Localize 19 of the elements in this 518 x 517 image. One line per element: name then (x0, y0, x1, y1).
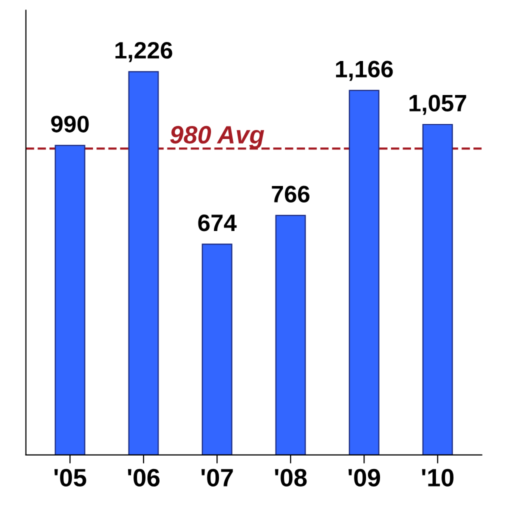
ref-line-label: 980 Avg (170, 126, 264, 149)
data-label: 1,166 (336, 60, 393, 81)
bar (202, 244, 232, 455)
bar (422, 124, 453, 455)
bar (275, 214, 306, 455)
x-tick-label: '06 (128, 468, 160, 487)
bar (128, 71, 159, 455)
bar (54, 144, 86, 455)
x-tick-label: '05 (54, 468, 86, 487)
x-tick-label: '10 (422, 468, 454, 487)
x-tick-label: '09 (348, 468, 380, 487)
data-label: 990 (51, 116, 89, 132)
data-label: 1,057 (410, 94, 466, 115)
data-label: 766 (272, 186, 310, 202)
data-label: 1,226 (115, 42, 172, 62)
x-tick-label: '08 (275, 468, 307, 487)
data-label: 674 (198, 214, 237, 232)
x-tick-label: '07 (202, 468, 233, 487)
bar (348, 90, 380, 455)
